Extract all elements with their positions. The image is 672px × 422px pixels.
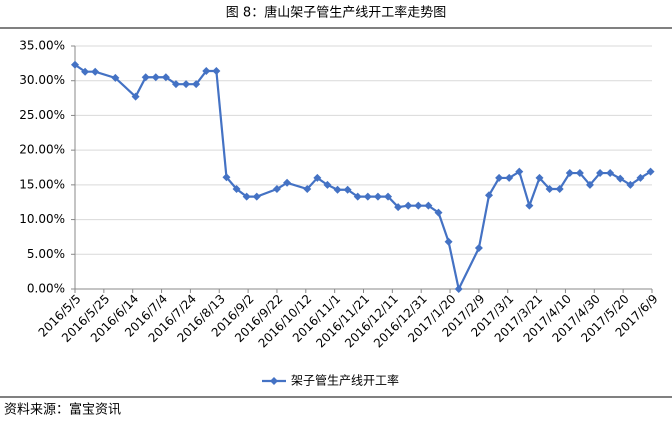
data-point	[202, 66, 211, 75]
data-point	[575, 169, 584, 178]
data-point	[596, 169, 605, 178]
data-point	[363, 192, 372, 201]
data-point	[212, 66, 221, 75]
data-point	[636, 173, 645, 182]
data-point	[404, 201, 413, 210]
data-point	[555, 185, 564, 194]
y-tick-label: 15.00%	[19, 177, 65, 191]
legend-marker	[270, 377, 278, 385]
data-point	[192, 80, 201, 89]
data-point	[384, 192, 393, 201]
data-point	[484, 191, 493, 200]
data-point	[131, 92, 140, 101]
data-point	[71, 60, 79, 69]
data-point	[495, 173, 504, 182]
y-tick-label: 0.00%	[27, 282, 65, 296]
data-point	[353, 192, 362, 201]
data-point	[111, 73, 120, 82]
y-tick-label: 20.00%	[19, 143, 65, 157]
y-tick-label: 30.00%	[19, 73, 65, 87]
data-point	[505, 173, 514, 182]
data-point	[81, 67, 90, 76]
data-point	[394, 203, 403, 212]
y-tick-label: 5.00%	[27, 247, 65, 261]
data-point	[474, 244, 483, 253]
data-point	[373, 192, 382, 201]
data-point	[182, 80, 191, 89]
data-point	[444, 237, 453, 246]
y-tick-label: 35.00%	[19, 39, 65, 53]
data-point	[424, 201, 433, 210]
data-point	[626, 180, 635, 189]
data-point	[585, 180, 594, 189]
data-point	[222, 173, 231, 182]
data-point	[171, 80, 180, 89]
data-point	[303, 185, 312, 194]
data-point	[141, 73, 150, 82]
data-point	[151, 73, 160, 82]
data-point	[414, 201, 423, 210]
source-note: 资料来源：富宝资讯	[4, 402, 121, 418]
data-point	[454, 285, 463, 293]
data-point	[646, 167, 655, 176]
data-point	[232, 185, 241, 194]
data-point	[242, 192, 251, 201]
data-point	[313, 173, 322, 182]
data-point	[161, 73, 170, 82]
data-point	[545, 185, 554, 194]
data-point	[323, 180, 332, 189]
data-point	[252, 192, 261, 201]
data-point	[91, 67, 100, 76]
data-point	[535, 173, 544, 182]
data-point	[283, 178, 292, 187]
data-point	[515, 167, 524, 176]
data-point	[565, 169, 574, 178]
data-point	[343, 185, 352, 194]
legend-label: 架子管生产线开工率	[291, 373, 399, 388]
data-point	[333, 185, 342, 194]
y-tick-label: 10.00%	[19, 212, 65, 226]
data-point	[606, 169, 615, 178]
data-point	[434, 208, 443, 217]
chart-title: 图 8：唐山架子管生产线开工率走势图	[226, 5, 446, 21]
data-point	[616, 174, 625, 183]
data-point	[272, 185, 281, 194]
data-point	[525, 201, 534, 210]
y-tick-label: 25.00%	[19, 108, 65, 122]
